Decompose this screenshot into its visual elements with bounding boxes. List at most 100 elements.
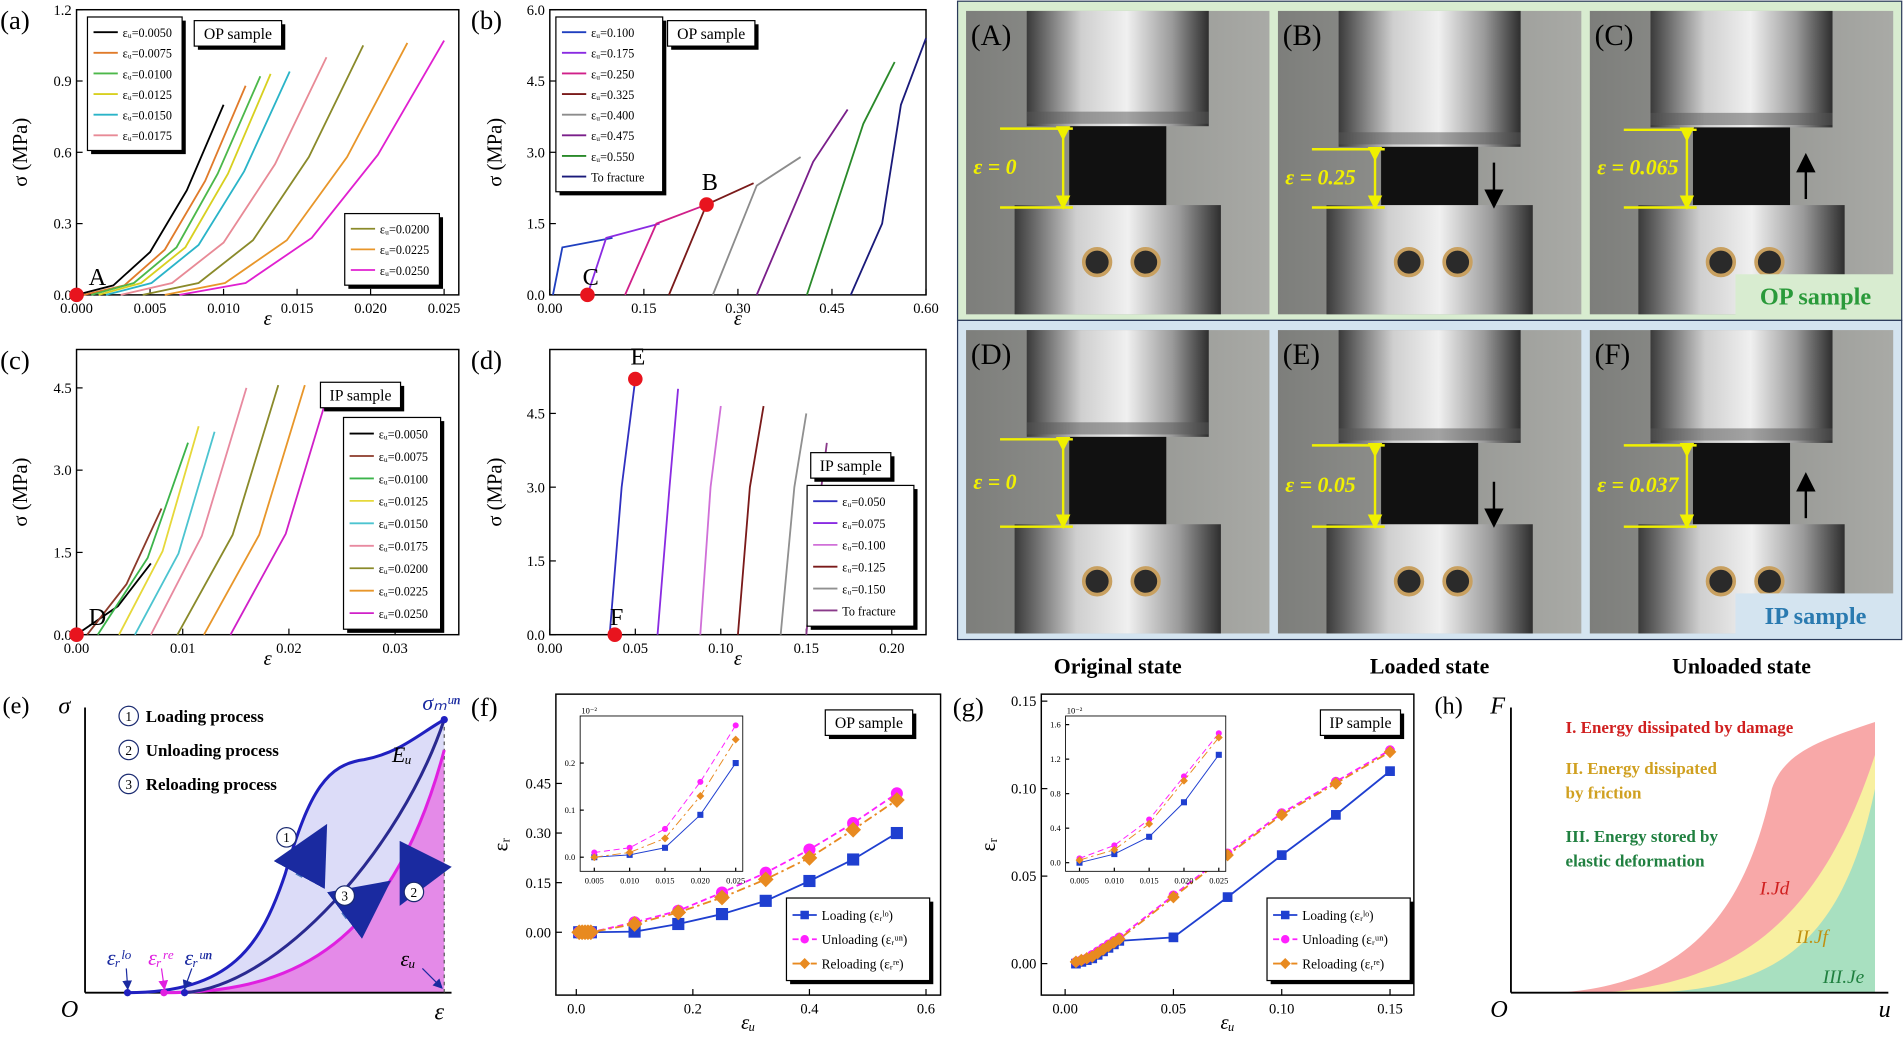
caption: Original state [1054,655,1182,679]
highlight-point [607,627,623,642]
legend-box [785,897,931,982]
x-axis-label: ε [264,308,273,330]
caption: Loaded state [1370,655,1490,679]
marker [661,844,669,851]
x-tick-label: 0.02 [276,641,301,657]
strain-label: ε = 0 [973,155,1016,179]
x-tick-label: 0.45 [819,301,844,317]
legend-label: εᵤ=0.0050 [379,427,428,441]
x-tick-label: 0.020 [1174,875,1193,885]
x-tick-label: 0.020 [354,301,387,317]
strain-label: ε = 0.25 [1285,165,1356,189]
lower-grip [1326,205,1533,315]
series-line [594,725,737,853]
x-tick-label: 0.005 [134,301,167,317]
y-tick-label: 0.00 [526,925,551,941]
y-tick-label: 1.6 [1050,720,1061,730]
legend-label: Unloading (εᵣᵘⁿ) [822,932,908,947]
caption: Unloaded state [1672,655,1811,679]
legend-label: εᵤ=0.550 [591,150,634,164]
arrow [421,967,443,989]
marker [803,843,816,856]
x-tick-label: 0.10 [1269,1001,1294,1017]
legend-box [555,16,664,193]
legend-text: II. Energy dissipated [1566,759,1718,778]
marker [1214,733,1223,742]
axis-multiplier: 10⁻² [1067,706,1083,716]
legend-text: III. Energy stored by [1566,827,1719,846]
series-line [97,442,189,636]
y-tick-label: 0.0 [53,628,71,644]
marker [1280,910,1290,920]
point-label: C [583,264,599,291]
series-line [779,413,808,635]
y-tick-label: 4.5 [527,407,545,423]
y-tick-label: 1.2 [1050,754,1061,764]
series-line [737,405,765,635]
y-tick-label: 3.0 [527,145,545,161]
legend-label: εᵤ=0.0250 [379,607,428,621]
x-tick-label: 0.010 [1105,875,1124,885]
y-tick-label: 0.15 [526,876,551,892]
point [160,989,168,997]
legend-label: εᵤ=0.0075 [123,47,172,61]
panel-label: (h) [1434,693,1462,720]
x-axis-label: εᵤ [1220,1012,1234,1034]
strain-label: ε = 0 [973,470,1016,494]
legend-label: εᵤ=0.0125 [379,495,428,509]
marker [731,735,740,744]
step-text: Unloading process [146,741,280,760]
series-line [229,382,333,636]
step-number: 1 [283,830,290,845]
panel-label: (g) [953,692,984,722]
grip-hole [1081,246,1113,278]
origin-label: O [61,996,79,1023]
legend-label: εᵤ=0.100 [842,539,885,553]
marker [800,935,809,944]
point [123,989,132,997]
x-axis-label: ε [264,648,273,670]
series-line [203,384,306,636]
note: IP sample [820,458,882,475]
x-tick-label: 0.4 [800,1001,819,1017]
y-tick-label: 0.30 [526,826,551,842]
elastic-area [1650,788,1876,993]
annotation: εᵣʳᵉ [148,946,174,970]
step-badge [276,827,297,848]
legend-label: εᵤ=0.0100 [379,472,428,486]
marker [757,871,774,888]
x-tick-label: 0.010 [207,301,240,317]
chart: 0.00 0.05 0.10 0.15 0.20 0.0 1.5 3.0 4.5 E F (d) ε σ … [471,343,927,670]
peak-point [440,715,448,724]
y-axis-label: σ (MPa) [484,118,506,187]
photo: ε = 0.25 (B) [1277,10,1582,315]
grip-hole [1705,566,1737,597]
y-tick-label: 1.5 [53,546,71,562]
marker [845,821,862,838]
step-list: 1 Loading process 2 Unloading process 3 … [118,705,280,795]
legend-label: εᵤ=0.0175 [123,129,172,143]
point-label: D [89,604,107,631]
photo-label: (C) [1595,20,1634,52]
schematic-h: (h) F O u I. Energy dissipated by damage… [1434,693,1890,1023]
x-tick-label: 0.15 [631,301,656,317]
process-arrow [399,840,452,906]
marker [1276,850,1287,860]
marker [1331,810,1341,820]
step-number: 2 [411,885,418,900]
series-line [90,75,262,296]
series-line [624,203,707,296]
photo-label: (F) [1595,339,1631,371]
grip-band [1338,428,1521,441]
strain-label: ε = 0.065 [1597,156,1679,180]
series-line [105,71,291,296]
series-line [608,378,637,635]
grip-hole [1130,566,1161,597]
highlight-point [69,287,84,303]
grip-hole [1130,246,1161,278]
marker [672,917,685,931]
marker [1111,851,1118,858]
plot-frame [579,715,744,872]
highlight-point [69,627,84,642]
y-tick-label: 1.5 [527,554,545,570]
